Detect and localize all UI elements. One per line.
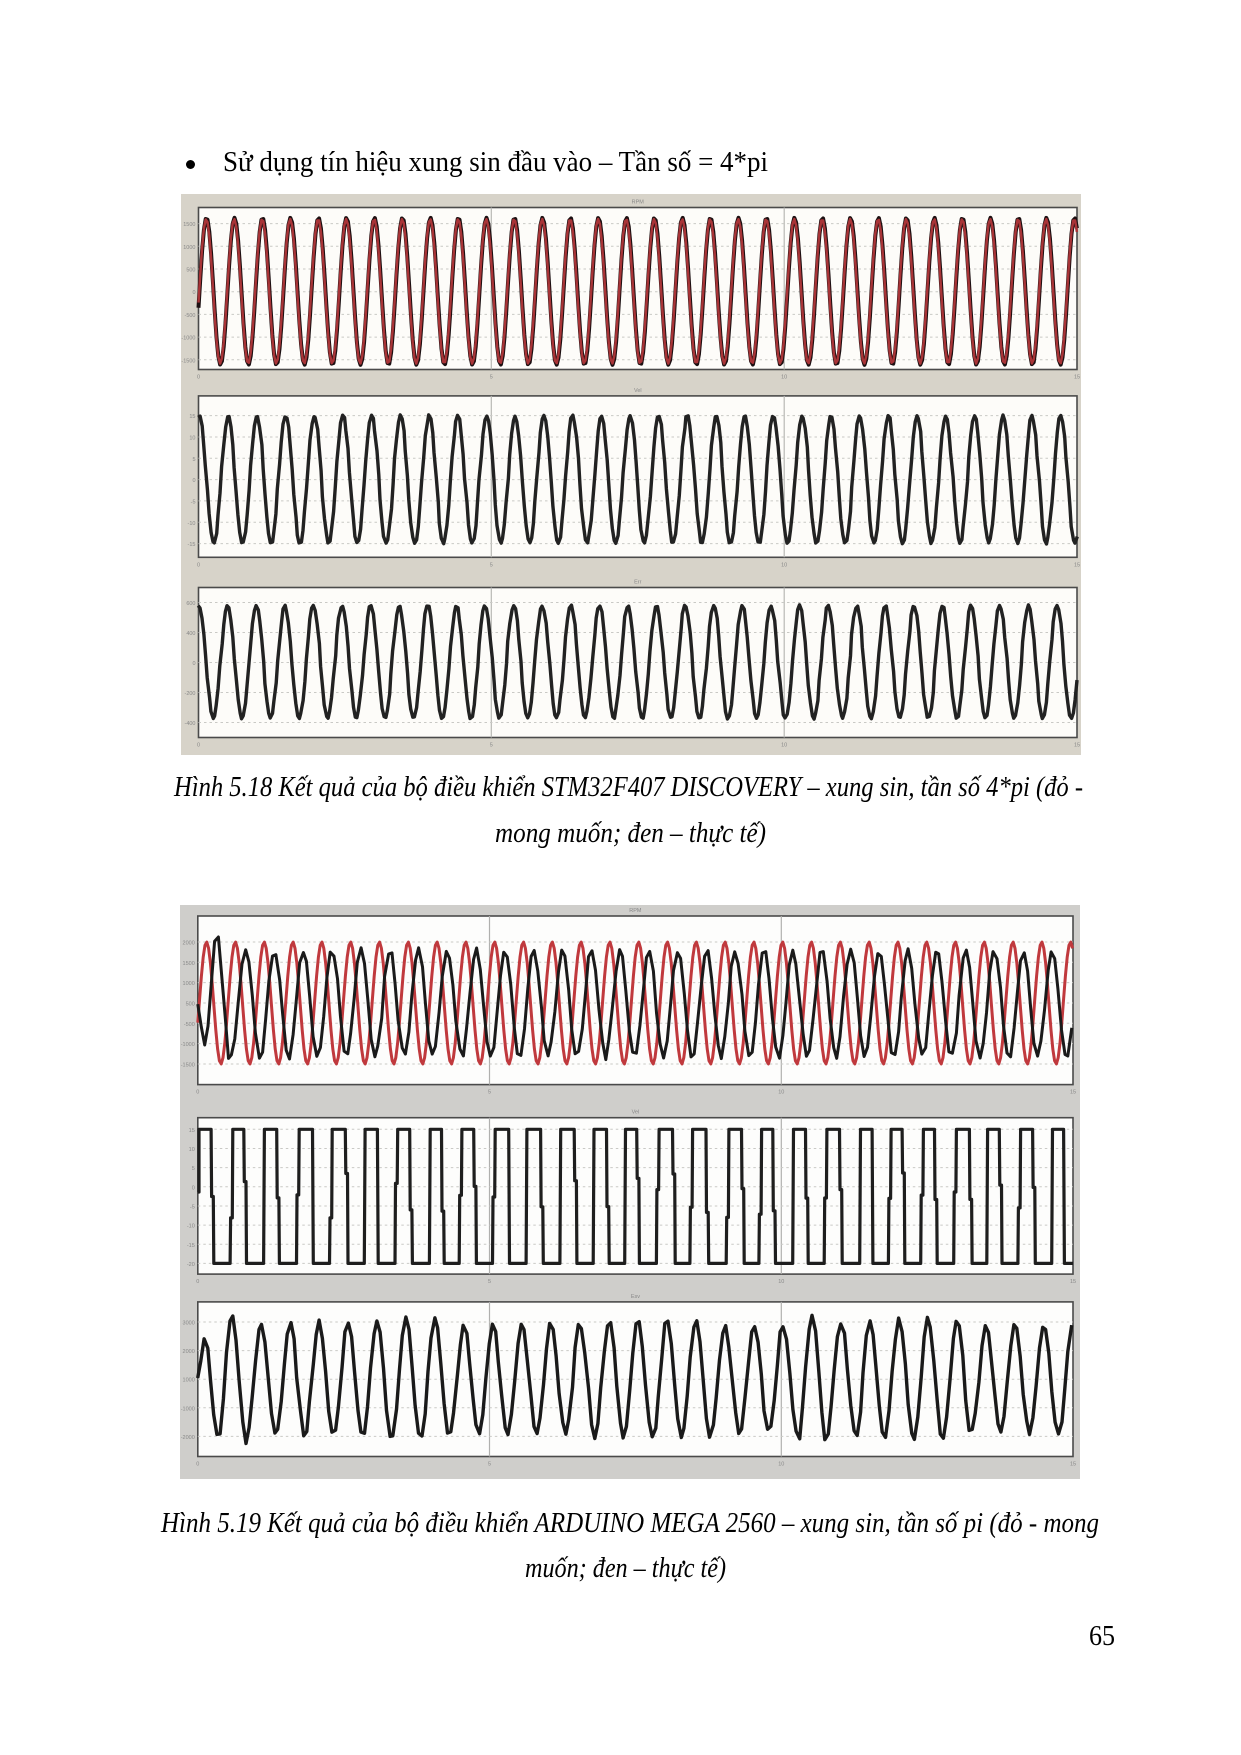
svg-text:15: 15 [1070, 1279, 1076, 1285]
svg-text:0: 0 [192, 661, 195, 667]
svg-text:5: 5 [488, 1090, 491, 1096]
svg-text:-15: -15 [187, 1243, 195, 1249]
svg-text:5: 5 [192, 457, 195, 463]
svg-text:10: 10 [781, 743, 787, 749]
svg-text:10: 10 [778, 1279, 784, 1285]
svg-text:-1000: -1000 [181, 1406, 195, 1412]
svg-text:400: 400 [186, 631, 195, 637]
svg-text:-500: -500 [184, 1022, 195, 1028]
svg-text:1000: 1000 [183, 1378, 195, 1384]
svg-text:-10: -10 [187, 1224, 195, 1230]
svg-text:500: 500 [186, 268, 195, 274]
svg-text:5: 5 [488, 1462, 491, 1468]
svg-text:1000: 1000 [183, 245, 195, 251]
svg-text:5: 5 [488, 1279, 491, 1285]
svg-text:10: 10 [189, 1147, 195, 1153]
svg-text:-5: -5 [190, 1205, 195, 1211]
svg-text:15: 15 [189, 1128, 195, 1134]
svg-text:10: 10 [189, 436, 195, 442]
svg-text:-15: -15 [188, 542, 196, 548]
svg-text:2000: 2000 [183, 1349, 195, 1355]
svg-text:10: 10 [778, 1462, 784, 1468]
svg-text:0: 0 [196, 1279, 199, 1285]
svg-text:600: 600 [186, 601, 195, 607]
svg-text:0: 0 [197, 743, 200, 749]
svg-text:15: 15 [1070, 1462, 1076, 1468]
svg-text:15: 15 [189, 414, 195, 420]
svg-text:Vel: Vel [632, 1110, 640, 1116]
svg-text:1000: 1000 [183, 981, 195, 987]
svg-text:15: 15 [1074, 743, 1080, 749]
svg-text:5: 5 [192, 1166, 195, 1172]
svg-text:RPM: RPM [629, 908, 642, 914]
svg-text:-5: -5 [191, 499, 196, 505]
svg-text:-1000: -1000 [181, 1042, 195, 1048]
svg-text:15: 15 [1074, 375, 1080, 381]
svg-text:-400: -400 [184, 721, 195, 727]
svg-text:1500: 1500 [183, 222, 195, 228]
svg-text:Esv: Esv [631, 1294, 640, 1300]
svg-text:0: 0 [192, 290, 195, 296]
svg-text:-10: -10 [188, 521, 196, 527]
svg-text:10: 10 [778, 1090, 784, 1096]
svg-text:0: 0 [197, 562, 200, 568]
svg-text:-200: -200 [184, 691, 195, 697]
svg-text:-500: -500 [184, 313, 195, 319]
svg-text:5: 5 [490, 743, 493, 749]
svg-text:Err: Err [634, 580, 642, 586]
svg-text:0: 0 [197, 375, 200, 381]
svg-text:10: 10 [781, 375, 787, 381]
svg-text:2000: 2000 [183, 941, 195, 947]
svg-text:0: 0 [192, 1185, 195, 1191]
svg-text:-1000: -1000 [181, 336, 195, 342]
svg-text:5: 5 [490, 375, 493, 381]
svg-text:0: 0 [192, 478, 195, 484]
svg-text:10: 10 [781, 562, 787, 568]
svg-text:-1500: -1500 [181, 358, 195, 364]
svg-text:RPM: RPM [632, 200, 645, 206]
svg-text:-1500: -1500 [181, 1063, 195, 1069]
svg-text:3000: 3000 [183, 1321, 195, 1327]
svg-text:-20: -20 [187, 1262, 195, 1268]
svg-text:Vel: Vel [634, 388, 642, 394]
svg-text:15: 15 [1074, 562, 1080, 568]
svg-text:15: 15 [1070, 1090, 1076, 1096]
svg-text:-2000: -2000 [181, 1435, 195, 1441]
svg-text:1500: 1500 [183, 961, 195, 967]
svg-text:500: 500 [186, 1002, 195, 1008]
svg-text:5: 5 [490, 562, 493, 568]
svg-text:0: 0 [196, 1462, 199, 1468]
svg-text:0: 0 [196, 1090, 199, 1096]
